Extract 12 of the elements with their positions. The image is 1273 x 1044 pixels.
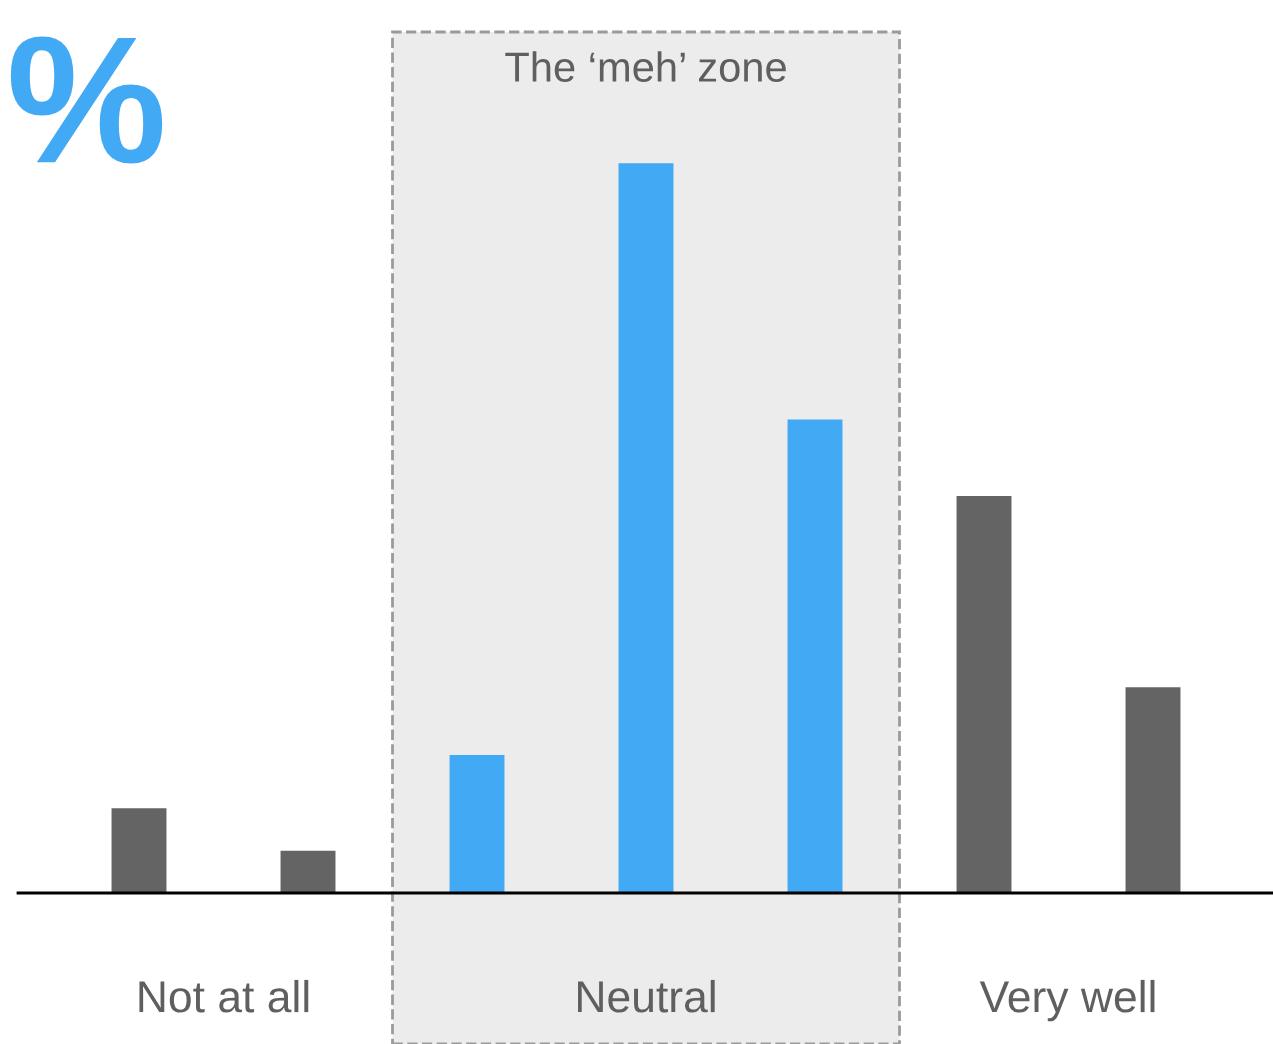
text: Not at all — [139, 979, 309, 1013]
bar — [280, 850, 336, 893]
text: The ‘meh’ zone — [505, 51, 786, 82]
bar — [618, 163, 674, 893]
text: Neutral — [578, 979, 715, 1013]
bar — [956, 496, 1012, 893]
bar — [449, 755, 505, 893]
annotation: % — [10, 36, 163, 164]
bar — [1125, 687, 1181, 893]
bar — [787, 419, 843, 893]
text: Very well — [979, 979, 1155, 1022]
bar — [111, 808, 167, 893]
